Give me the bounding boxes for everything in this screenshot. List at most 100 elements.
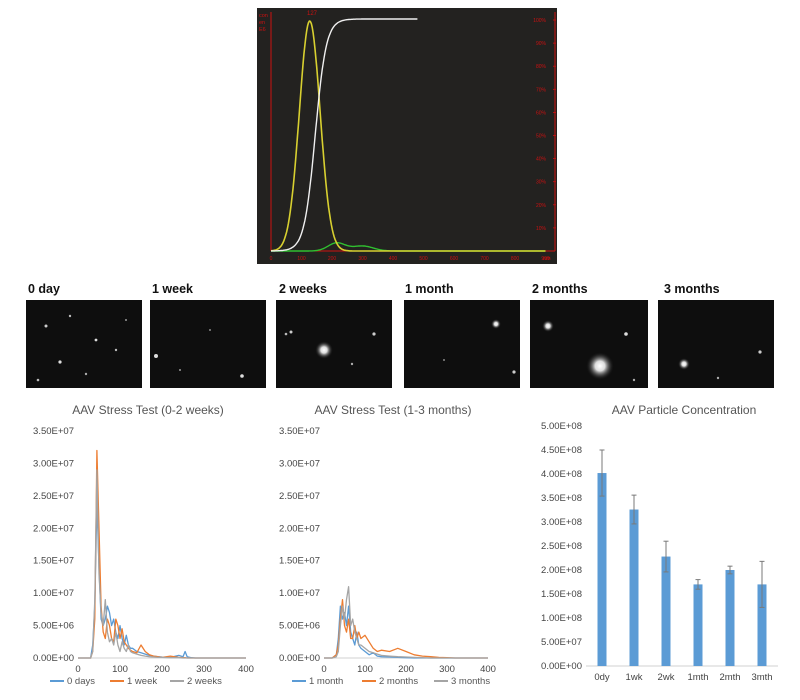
bar-0dy [597, 473, 607, 666]
y-tick-label: 1.50E+07 [33, 556, 74, 567]
y-tick-label: 3.00E+07 [279, 458, 320, 469]
legend-label: 0 days [67, 676, 95, 687]
chart2-title: AAV Stress Test (1-3 months) [315, 403, 472, 417]
y-tick-label: 1.50E+08 [541, 589, 582, 600]
category-label: 1wk [626, 672, 643, 683]
nta-x-tick-label: 100 [297, 256, 306, 262]
panel-label-2-weeks: 2 weeks [279, 282, 327, 296]
y-tick-label: 2.50E+08 [541, 541, 582, 552]
chart3-title: AAV Particle Concentration [612, 403, 757, 417]
nta-x-tick-label: 200 [328, 256, 337, 262]
y-tick-label: 4.00E+08 [541, 469, 582, 480]
x-tick-label: 100 [357, 664, 373, 675]
y-tick-label: 1.50E+07 [279, 556, 320, 567]
y-tick-label: 3.50E+07 [33, 426, 74, 437]
nta-x-tick-label: 0 [270, 256, 273, 262]
y-tick-label: 1.00E+07 [33, 588, 74, 599]
nta-size-distribution-plot: con en E6 cum % 127 100%90%80%70%60%50%4… [257, 8, 557, 264]
category-label: 3mth [751, 672, 772, 683]
nta-cumulative-curve [271, 18, 418, 252]
chart-stress-1-3-months: AAV Stress Test (1-3 months) 0.00E+00 5.0… [279, 403, 496, 687]
y-tick-label: 2.00E+08 [541, 565, 582, 576]
x-tick-label: 0 [75, 664, 80, 675]
legend-label: 3 months [451, 676, 490, 687]
panel-label-2-months: 2 months [532, 282, 588, 296]
bar-1wk [629, 509, 639, 666]
category-label: 0dy [594, 672, 610, 683]
micrograph-1-month [404, 300, 520, 388]
x-tick-label: 300 [196, 664, 212, 675]
legend-label: 2 months [379, 676, 418, 687]
y-tick-label: 1.00E+07 [279, 588, 320, 599]
y-tick-label: 5.00E+07 [541, 637, 582, 648]
nta-left-label-3: E6 [259, 27, 266, 33]
chart-stress-0-2-weeks: AAV Stress Test (0-2 weeks) 0.00E+00 5.00… [33, 403, 254, 687]
bar-2mth [725, 570, 735, 666]
micrograph-0-day [26, 300, 142, 388]
y-tick-label: 3.00E+08 [541, 517, 582, 528]
micrograph-3-months [658, 300, 774, 388]
series-line [324, 586, 488, 659]
chart1-title: AAV Stress Test (0-2 weeks) [72, 403, 224, 417]
y-tick-label: 2.00E+07 [279, 523, 320, 534]
nta-plot-background [257, 8, 557, 264]
nta-x-unit: nm [543, 256, 551, 262]
micrograph-1-week [150, 300, 266, 388]
y-tick-label: 2.00E+07 [33, 523, 74, 534]
y-tick-label: 5.00E+08 [541, 421, 582, 432]
x-tick-label: 400 [238, 664, 254, 675]
chart-particle-concentration: AAV Particle Concentration 0.00E+00 5.00E… [541, 403, 778, 683]
nta-right-tick-label: 80% [536, 64, 547, 70]
nta-right-tick-label: 90% [536, 41, 547, 47]
nta-right-tick-label: 20% [536, 203, 547, 209]
nta-right-tick-label: 100% [533, 18, 546, 24]
nta-x-tick-label: 600 [450, 256, 459, 262]
y-tick-label: 0.00E+00 [279, 653, 320, 664]
x-tick-label: 0 [321, 664, 326, 675]
nta-right-tick-label: 50% [536, 134, 547, 140]
x-tick-label: 100 [112, 664, 128, 675]
bar-3mth [757, 584, 767, 666]
category-label: 2mth [719, 672, 740, 683]
y-tick-label: 0.00E+00 [541, 661, 582, 672]
legend-label: 2 weeks [187, 676, 222, 687]
nta-x-tick-label: 400 [389, 256, 398, 262]
nta-x-tick-label: 800 [511, 256, 520, 262]
nta-left-label-2: en [259, 20, 265, 26]
x-tick-label: 200 [398, 664, 414, 675]
nta-x-tick-label: 500 [419, 256, 428, 262]
nta-right-tick-label: 70% [536, 87, 547, 93]
bar-2wk [661, 556, 671, 666]
category-label: 2wk [658, 672, 675, 683]
y-tick-label: 4.50E+08 [541, 445, 582, 456]
y-tick-label: 3.50E+08 [541, 493, 582, 504]
y-tick-label: 3.00E+07 [33, 458, 74, 469]
nta-right-tick-label: 30% [536, 180, 547, 186]
nta-right-tick-label: 60% [536, 110, 547, 116]
y-tick-label: 3.50E+07 [279, 426, 320, 437]
x-tick-label: 200 [154, 664, 170, 675]
series-line [324, 605, 488, 659]
nta-right-tick-label: 40% [536, 157, 547, 163]
series-line [78, 449, 246, 659]
series-line [78, 501, 246, 659]
micrograph-2-weeks [276, 300, 392, 388]
nta-x-tick-label: 700 [480, 256, 489, 262]
series-line [324, 598, 488, 659]
nta-x-tick-label: 900 [541, 256, 550, 262]
y-tick-label: 2.50E+07 [33, 491, 74, 502]
series-line [78, 469, 246, 659]
nta-size-distribution-curve [270, 20, 546, 252]
nta-right-tick-label: 10% [536, 226, 547, 232]
y-tick-label: 1.00E+08 [541, 613, 582, 624]
legend-label: 1 month [309, 676, 343, 687]
nta-peak-label: 127 [307, 11, 318, 17]
y-tick-label: 5.00E+06 [279, 621, 320, 632]
panel-label-0-day: 0 day [28, 282, 60, 296]
panel-label-3-months: 3 months [664, 282, 720, 296]
y-tick-label: 2.50E+07 [279, 491, 320, 502]
x-tick-label: 400 [480, 664, 496, 675]
panel-label-1-week: 1 week [152, 282, 194, 296]
nta-x-tick-label: 300 [358, 256, 367, 262]
bar-1mth [693, 584, 703, 666]
